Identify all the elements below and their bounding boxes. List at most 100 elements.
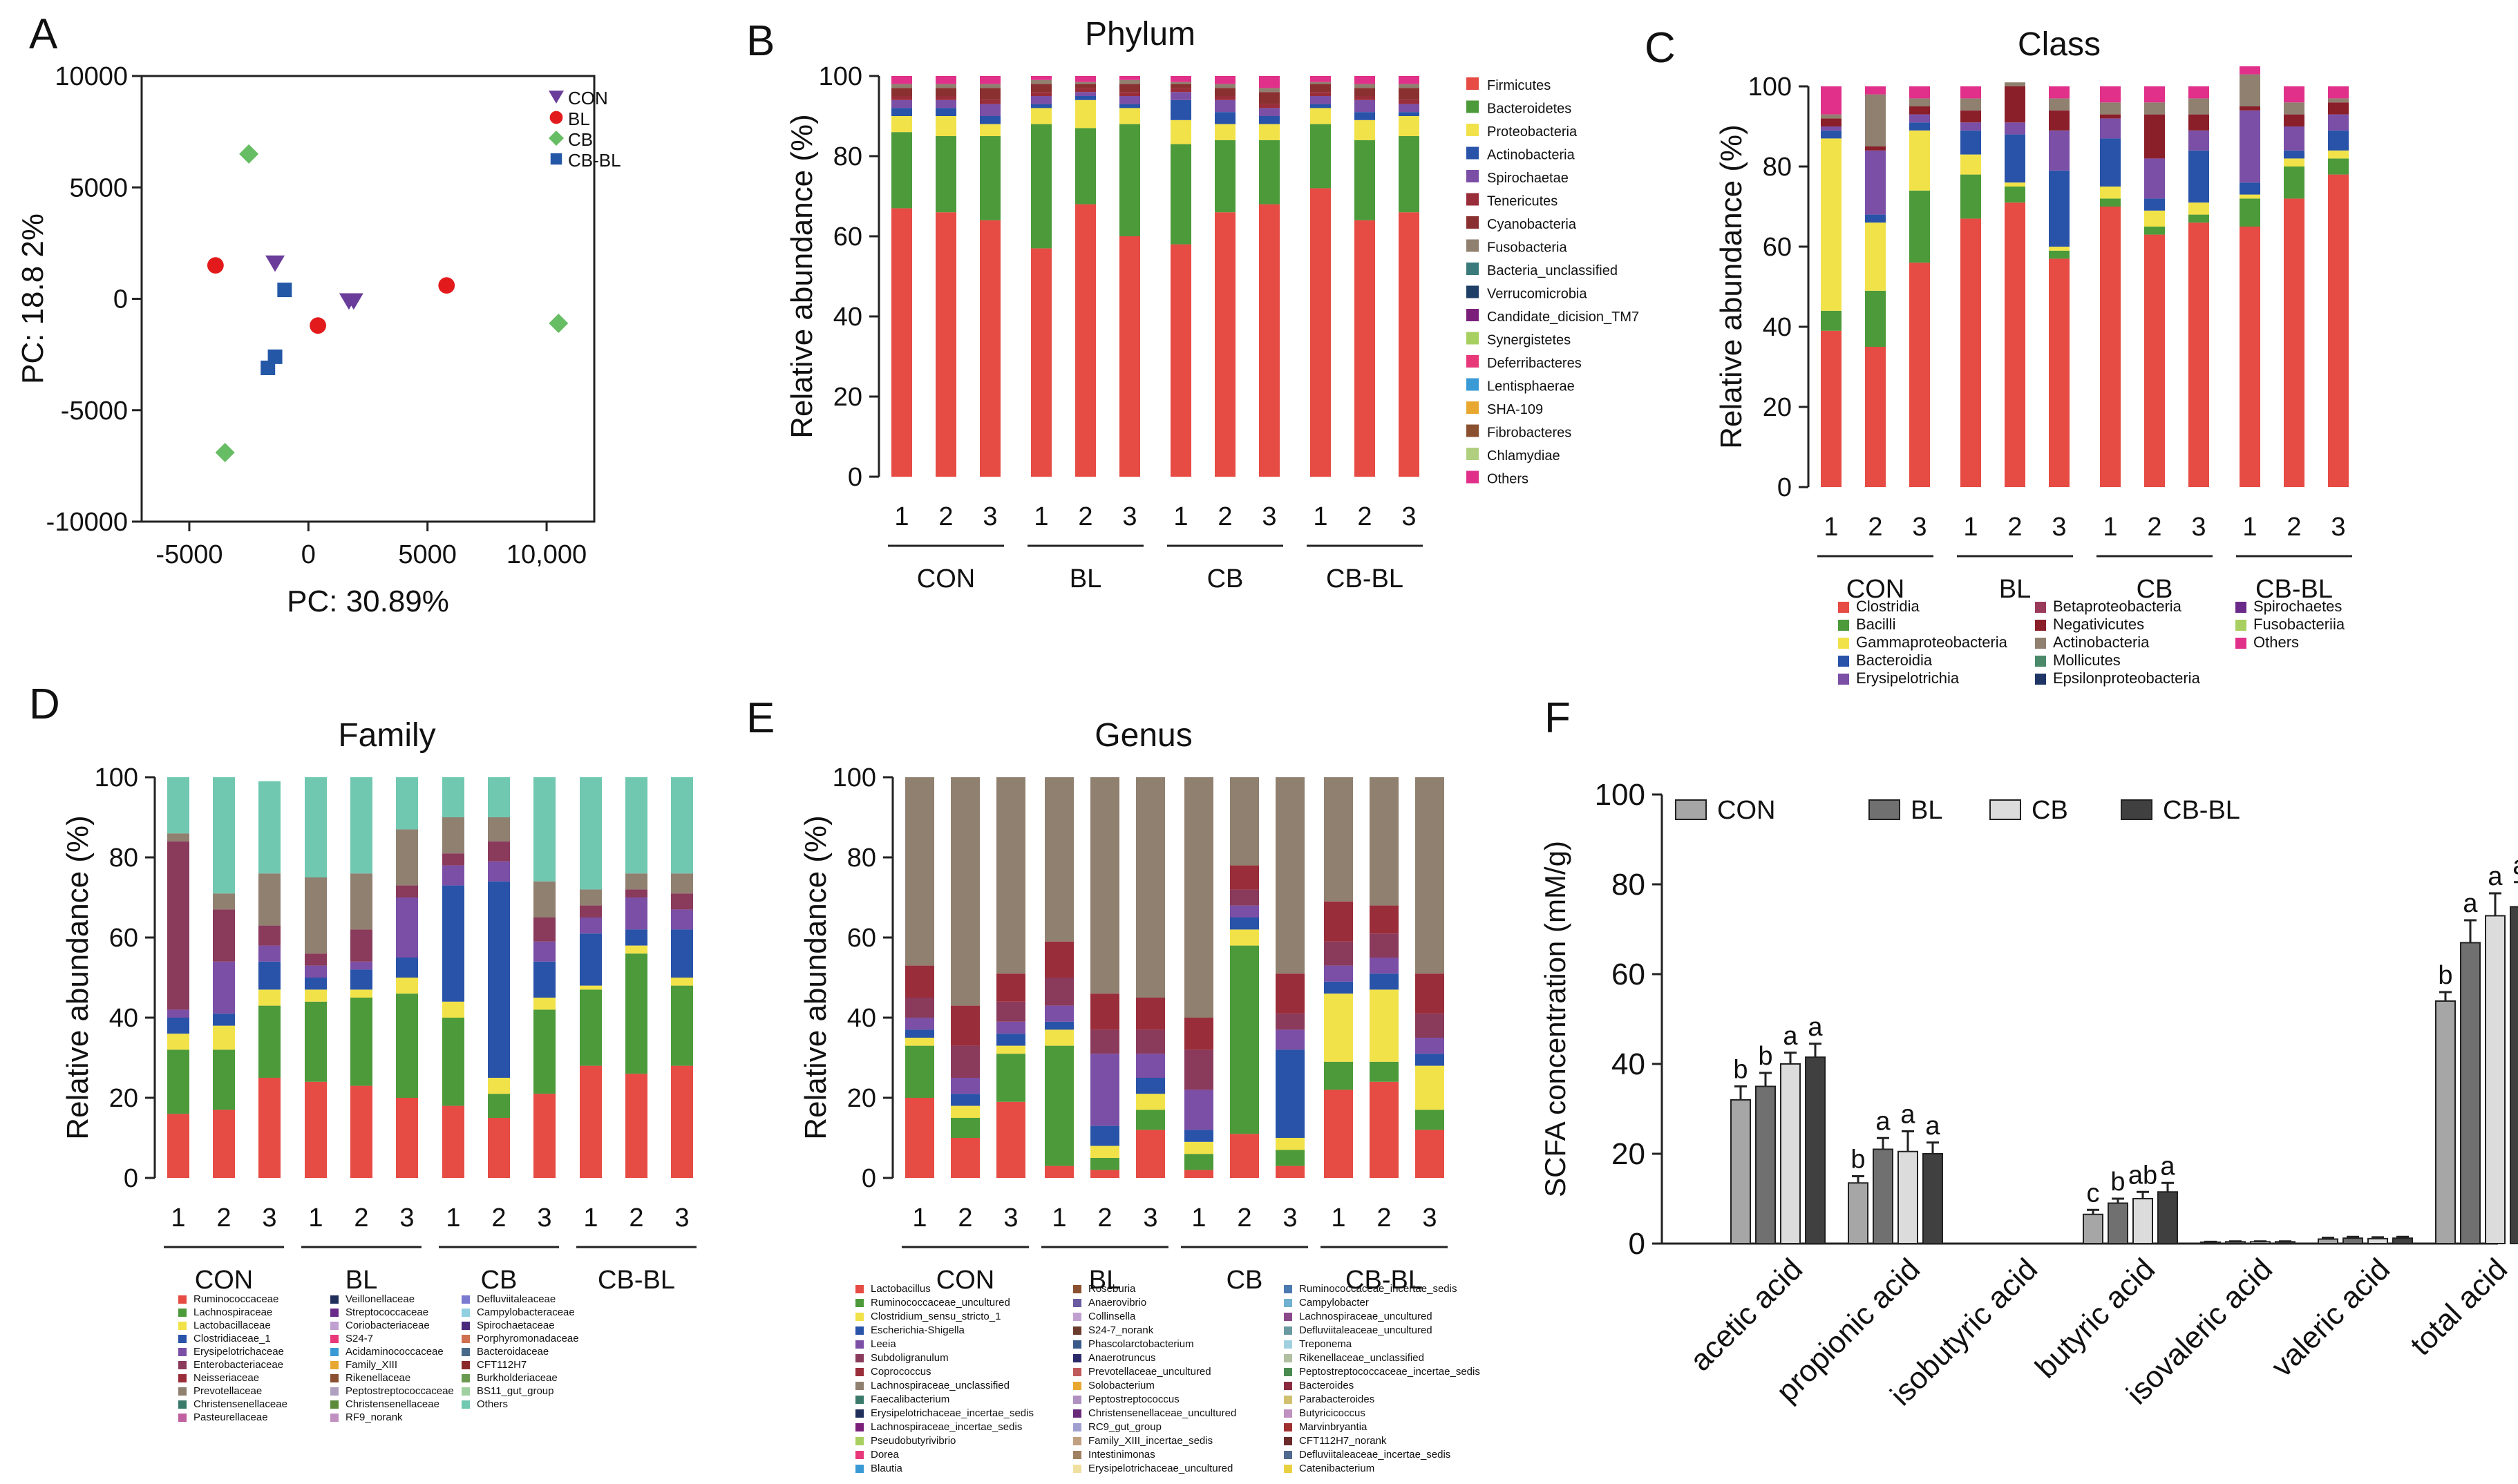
x-tick-label: 2 [1868,513,1882,542]
bar-segment [1865,146,1886,151]
bar-segment [396,958,418,978]
bar-segment [1230,945,1259,1134]
bar-segment [258,781,281,874]
legend-label: CFT112H7 [477,1359,527,1371]
bar-segment [1031,76,1052,80]
bar-segment [1215,212,1236,477]
bar-segment [951,1105,980,1118]
legend-label: Anaerotruncus [1088,1352,1156,1364]
bar-segment [1354,220,1375,477]
bar-segment [980,220,1001,477]
bar-segment [2100,198,2121,207]
bar-segment [671,1065,693,1178]
legend-label: Ruminococcaceae_incertae_sedis [1299,1283,1457,1295]
bar-segment [167,777,189,834]
significance-letter: a [1925,1112,1940,1141]
bar-segment [1276,1166,1305,1178]
group-label: BL [1089,1266,1121,1295]
bar-segment [1324,1061,1353,1090]
bar-segment [1171,76,1191,82]
legend-label: Bacteroides [1299,1380,1354,1391]
bar-segment [1370,1081,1399,1178]
legend-label: Others [477,1398,508,1410]
y-tick-label: 20 [847,1084,876,1113]
bar-segment [891,116,912,133]
bar-segment [951,1138,980,1178]
bar-segment [167,1018,189,1034]
x-tick-label: 2 [958,1204,972,1233]
significance-letter: b [1733,1056,1748,1085]
significance-letter: a [2160,1152,2175,1181]
bar-segment [625,777,647,874]
pca-point-cb-bl [267,349,283,364]
x-tick-label: 1 [1963,513,1978,542]
x-tick-label: 3 [2052,513,2066,542]
legend-swatch [1838,674,1849,685]
bar-segment [1370,777,1399,906]
bar-segment [258,945,281,962]
bar-segment [1031,108,1052,124]
bar-segment [1310,108,1331,124]
bar-segment [1415,973,1444,1014]
legend-label: Erysipelotrichaceae_uncultured [1088,1463,1233,1474]
legend-label: BS11_gut_group [477,1385,553,1397]
bar-segment [1354,140,1375,220]
x-tick-label: 2 [2287,513,2301,542]
legend-swatch [178,1414,187,1422]
bar-segment [258,961,281,990]
legend-swatch [1073,1437,1081,1445]
bar-segment [213,777,235,894]
legend-label: Peptostreptococcus [1088,1393,1180,1405]
legend-label: S24-7_norank [1088,1324,1154,1336]
chart-title: Genus [1095,717,1192,754]
significance-letter: c [2087,1179,2100,1208]
x-tick-label: 2 [491,1204,506,1233]
legend-label: Christensenellaceae [345,1398,439,1410]
bar-segment [213,961,235,1014]
bar-segment [625,929,647,946]
legend-label: Escherichia-Shigella [871,1324,965,1336]
bar-segment [1075,204,1096,477]
y-tick-label: 0 [862,1164,876,1193]
bar-segment [1909,190,1930,263]
legend-label: Intestinimonas [1088,1449,1155,1461]
y-tick-label: 20 [1763,393,1792,422]
bar-segment [2049,258,2070,487]
y-tick-label: 60 [1763,233,1792,262]
bar-segment [1354,112,1375,120]
legend-label: Acidaminococcaceae [345,1346,444,1358]
group-label: CB [481,1266,518,1295]
legend-swatch [1284,1409,1292,1418]
bar-segment [625,953,647,1074]
bar-segment [1075,99,1096,129]
bar-segment [1031,96,1052,104]
bar-segment [1031,104,1052,108]
scfa-bar [2342,1237,2363,1244]
y-tick-label: 60 [847,924,876,953]
bar-segment [1171,88,1191,93]
legend-swatch [1284,1396,1292,1404]
y-tick-label: 20 [109,1084,138,1113]
legend-swatch [1466,332,1479,345]
legend-swatch [855,1465,864,1473]
bar-segment [1119,236,1140,477]
bar-segment [1090,1125,1119,1146]
x-tick-label: 3 [1143,1204,1157,1233]
bar-segment [905,1029,934,1038]
bar-segment [1865,347,1886,487]
bar-segment [1310,96,1331,104]
bar-segment [580,889,602,906]
bar-segment [1310,82,1331,84]
legend-label: Epsilonproteobacteria [2053,669,2201,687]
legend-swatch [855,1451,864,1459]
bar-segment [1045,1005,1074,1022]
bar-segment [1184,777,1213,1018]
bar-segment [1184,1049,1213,1090]
y-tick-label: -10000 [46,508,128,537]
bar-segment [2005,202,2025,487]
legend-label: Synergistetes [1487,333,1571,348]
bar-segment [1090,1145,1119,1158]
bar-segment [1136,1094,1165,1110]
bar-segment [1865,214,1886,223]
